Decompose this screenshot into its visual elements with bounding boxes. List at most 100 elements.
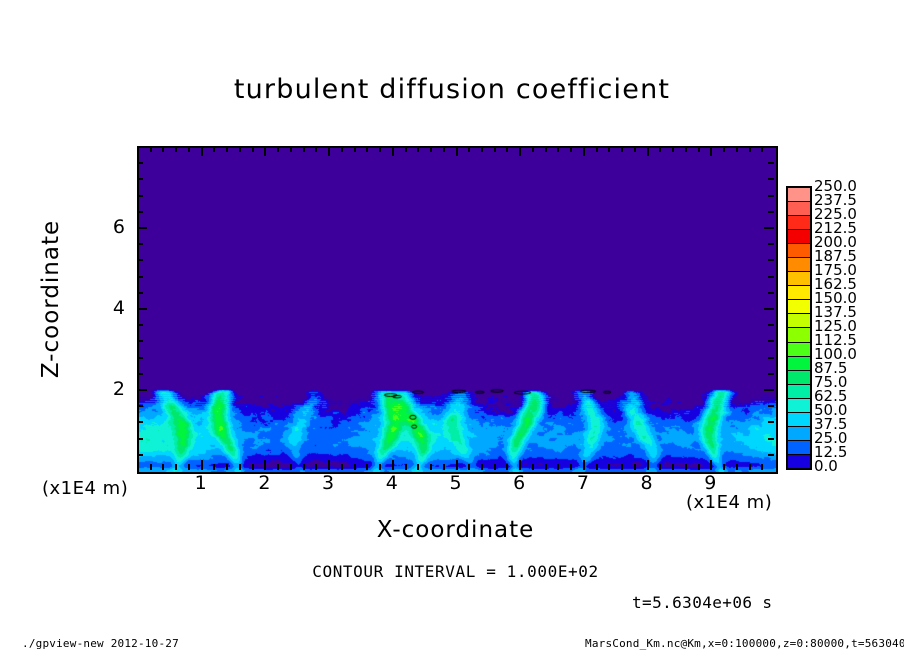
x-tick-label: 9 [704, 472, 717, 494]
x-axis-title: X-coordinate [376, 517, 535, 543]
colorbar-band [788, 216, 810, 231]
tick-mark [354, 146, 356, 152]
tick-mark [768, 454, 774, 456]
colorbar-label: 112.5 [814, 331, 857, 349]
y-tick-label: 2 [112, 378, 125, 400]
tick-mark [506, 464, 508, 470]
tick-mark [443, 464, 445, 470]
tick-mark [723, 464, 725, 470]
tick-mark [768, 259, 774, 261]
tick-mark [417, 146, 419, 152]
tick-mark [277, 146, 279, 152]
y-axis-tick-labels: 2 4 6 [99, 146, 131, 470]
tick-mark [405, 464, 407, 470]
tick-mark [162, 146, 164, 152]
tick-mark [672, 464, 674, 470]
tick-mark [634, 464, 636, 470]
tick-mark [417, 464, 419, 470]
tick-mark [201, 460, 203, 470]
tick-mark [150, 464, 152, 470]
tick-mark [647, 146, 649, 156]
tick-mark [749, 146, 751, 152]
colorbar-label: 75.0 [814, 373, 848, 391]
colorbar-band [788, 272, 810, 287]
tick-mark [303, 464, 305, 470]
tick-mark [596, 464, 598, 470]
tick-mark [659, 464, 661, 470]
tick-mark [456, 460, 458, 470]
tick-mark [226, 146, 228, 152]
tick-mark [252, 146, 254, 152]
colorbar-label: 37.5 [814, 415, 848, 433]
tick-mark [239, 464, 241, 470]
tick-mark [315, 146, 317, 152]
x-tick-label: 2 [258, 472, 271, 494]
tick-mark [608, 146, 610, 152]
tick-mark [768, 292, 774, 294]
colorbar-band [788, 300, 810, 315]
tick-mark [264, 146, 266, 156]
tick-mark [596, 146, 598, 152]
tick-mark [137, 276, 143, 278]
tick-mark [768, 405, 774, 407]
colorbar-label: 187.5 [814, 247, 857, 265]
tick-mark [137, 292, 143, 294]
tick-mark [137, 227, 147, 229]
colorbar-label: 237.5 [814, 191, 857, 209]
x-tick-label: 8 [640, 472, 653, 494]
tick-mark [430, 464, 432, 470]
colorbar-band [788, 412, 810, 427]
tick-mark [723, 146, 725, 152]
page-title: turbulent diffusion coefficient [233, 74, 671, 105]
tick-mark [659, 146, 661, 152]
y-axis-unit-label: (x1E4 m) [42, 478, 129, 499]
tick-mark [768, 438, 774, 440]
tick-mark [749, 464, 751, 470]
heatmap-canvas [139, 148, 776, 472]
tick-mark [761, 146, 763, 152]
tick-mark [768, 324, 774, 326]
tick-mark [456, 146, 458, 156]
colorbar [786, 186, 812, 470]
colorbar-band [788, 398, 810, 413]
x-axis-unit-label: (x1E4 m) [686, 492, 773, 513]
colorbar-band [788, 370, 810, 385]
colorbar-label: 150.0 [814, 289, 857, 307]
tick-mark [328, 460, 330, 470]
tick-mark [761, 464, 763, 470]
footer-source-label: MarsCond_Km.nc@Km,x=0:100000,z=0:80000,t… [585, 637, 904, 650]
tick-mark [481, 146, 483, 152]
colorbar-band [788, 202, 810, 217]
colorbar-band [788, 314, 810, 329]
tick-mark [698, 146, 700, 152]
tick-mark [768, 340, 774, 342]
tick-mark [768, 421, 774, 423]
colorbar-label: 62.5 [814, 387, 848, 405]
tick-mark [570, 464, 572, 470]
tick-mark [303, 146, 305, 152]
colorbar-band [788, 328, 810, 343]
tick-mark [137, 308, 147, 310]
contour-interval-label: CONTOUR INTERVAL = 1.000E+02 [312, 562, 599, 581]
colorbar-band [788, 440, 810, 455]
tick-mark [328, 146, 330, 156]
tick-mark [137, 405, 143, 407]
tick-mark [736, 464, 738, 470]
colorbar-label: 50.0 [814, 401, 848, 419]
tick-mark [494, 146, 496, 152]
colorbar-band [788, 258, 810, 273]
colorbar-band [788, 342, 810, 357]
tick-mark [137, 421, 143, 423]
colorbar-band [788, 244, 810, 259]
tick-mark [768, 276, 774, 278]
tick-mark [392, 146, 394, 156]
y-axis-title: Z-coordinate [38, 219, 64, 379]
tick-mark [621, 464, 623, 470]
tick-mark [137, 178, 143, 180]
x-axis-tick-labels: 1 2 3 4 5 6 7 8 9 [137, 472, 774, 498]
y-tick-label: 4 [112, 297, 125, 319]
tick-mark [672, 146, 674, 152]
colorbar-label: 175.0 [814, 261, 857, 279]
tick-mark [290, 464, 292, 470]
tick-mark [468, 146, 470, 152]
